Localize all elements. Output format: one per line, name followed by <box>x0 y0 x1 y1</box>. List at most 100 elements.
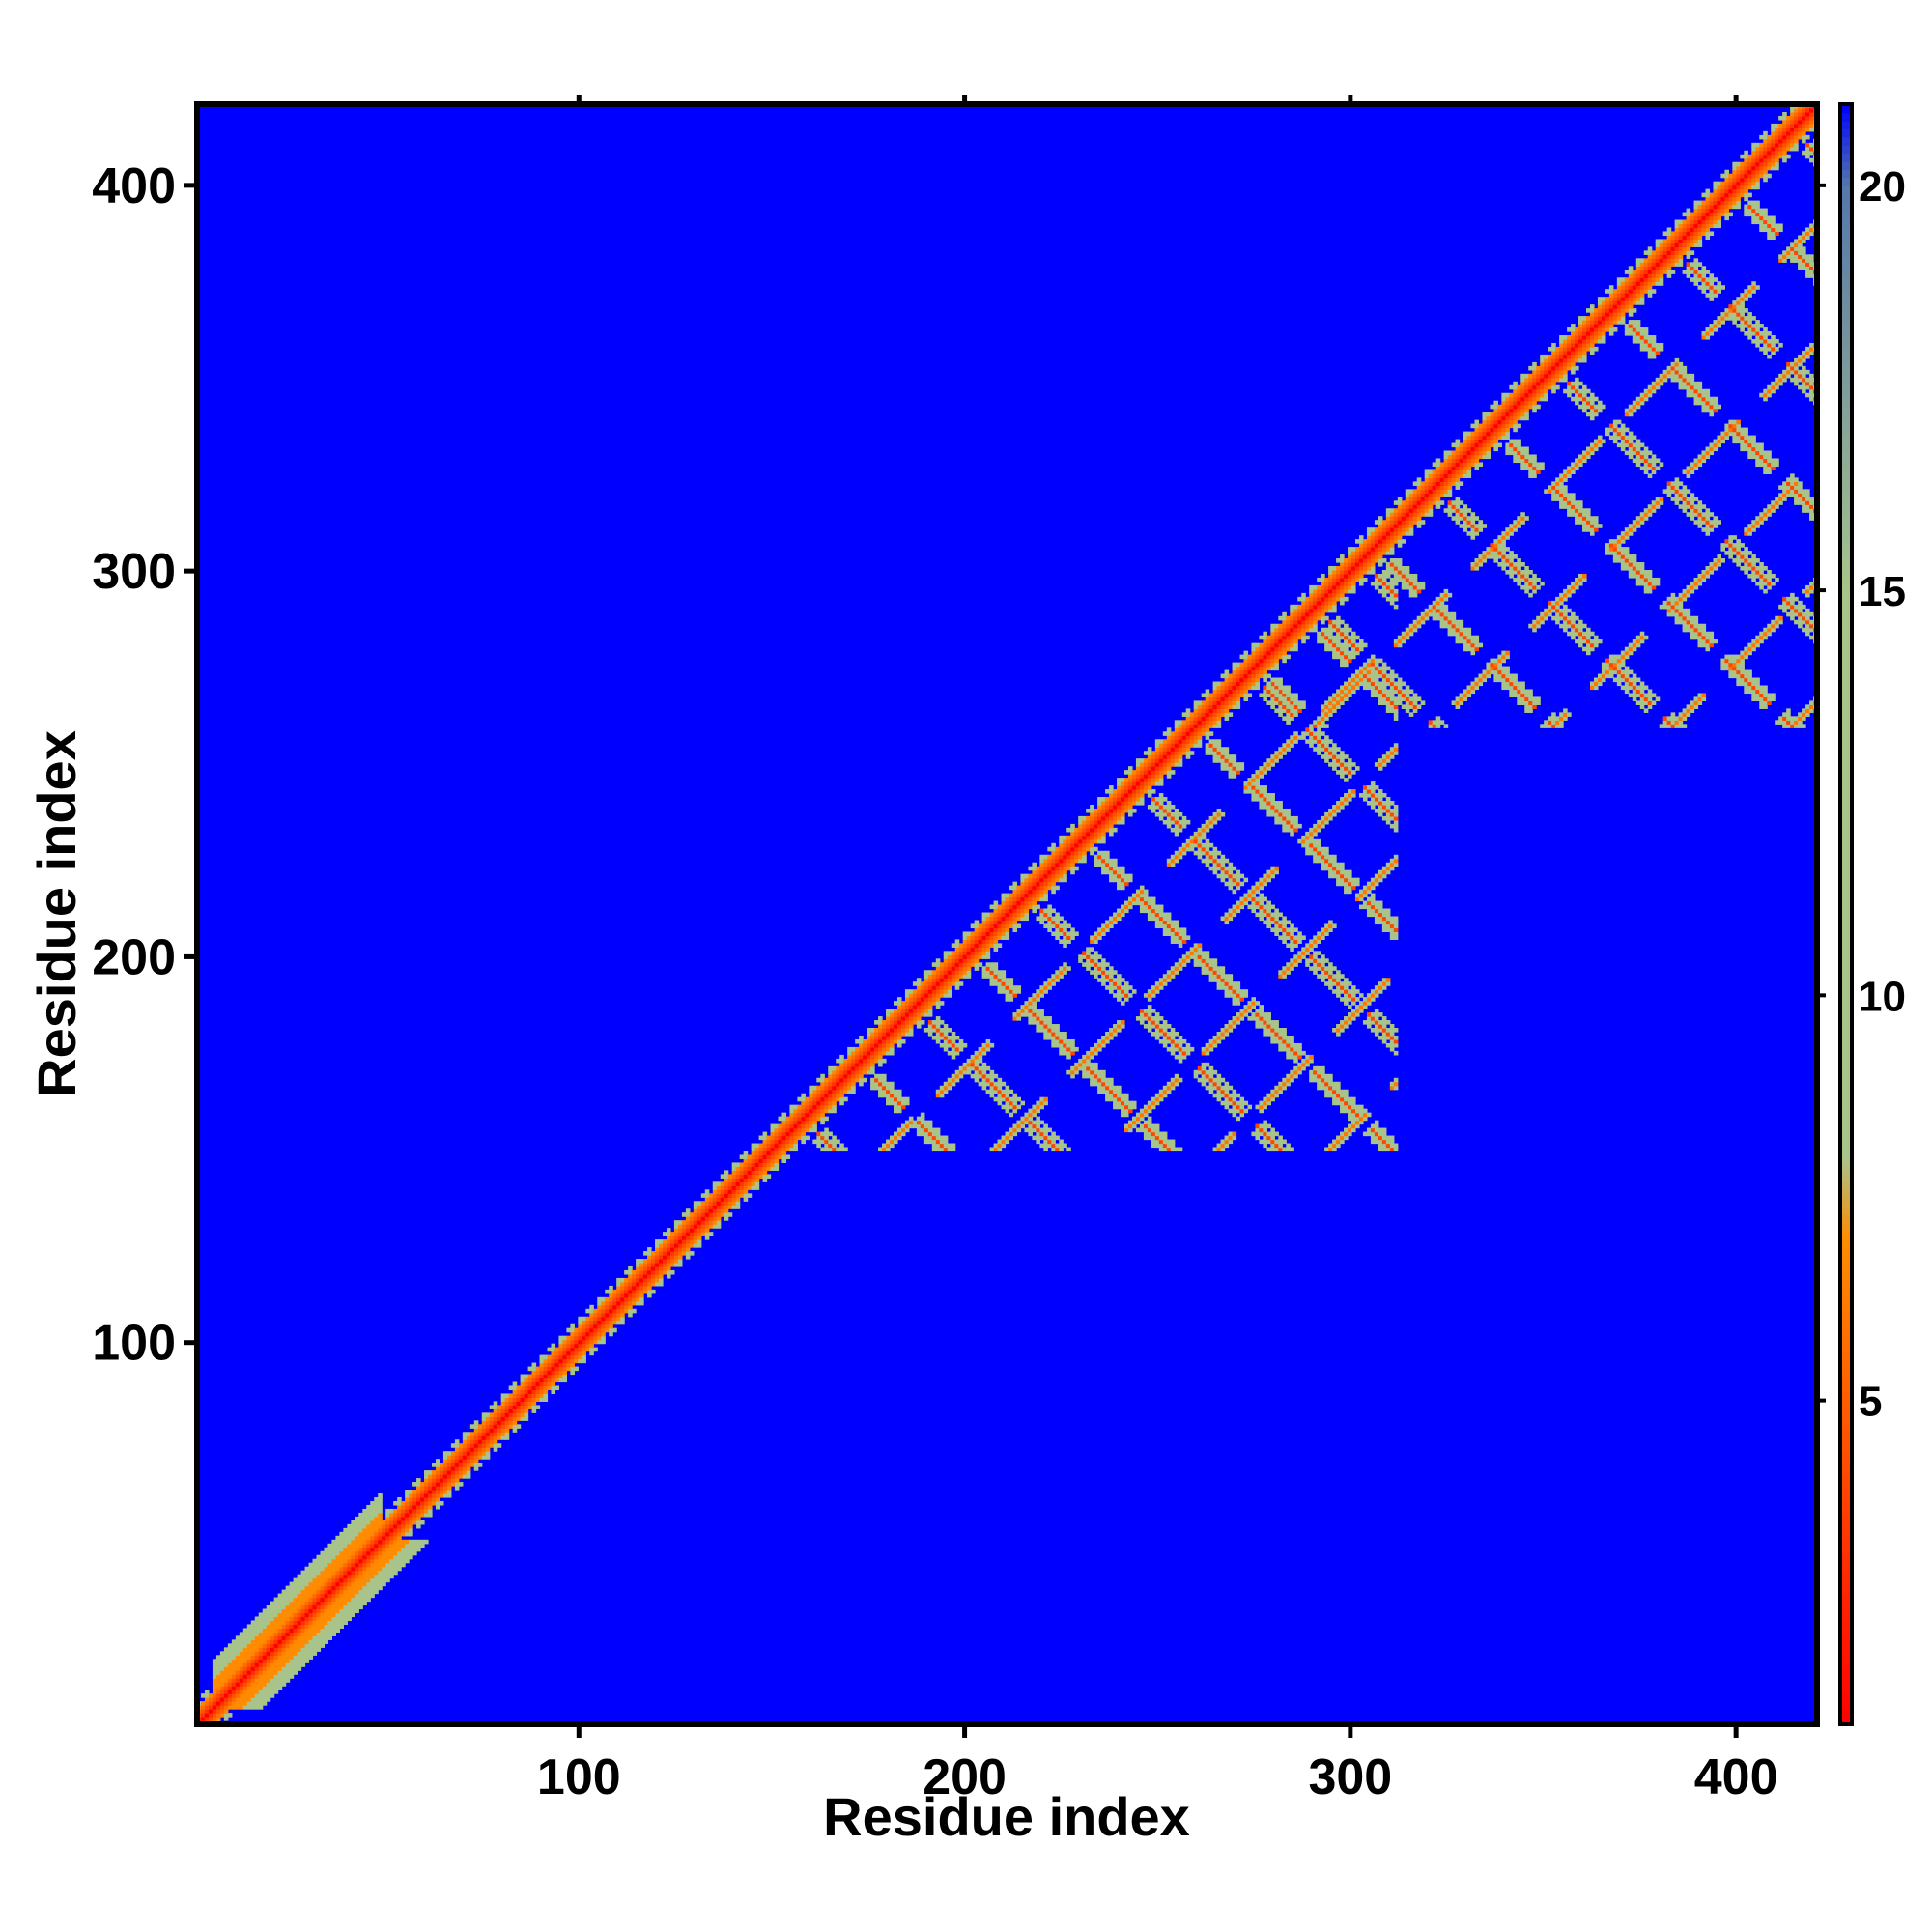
heatmap-cell <box>1070 858 1075 864</box>
heatmap-cell <box>1455 446 1461 452</box>
heatmap-cell <box>1466 435 1472 440</box>
heatmap-cell <box>1282 639 1287 644</box>
heatmap-cell <box>1575 357 1579 363</box>
heatmap-cell <box>1297 631 1302 637</box>
heatmap-cell <box>1601 320 1606 325</box>
heatmap-cell <box>212 1686 217 1690</box>
heatmap-cell <box>431 1490 437 1494</box>
heatmap-cell <box>1117 800 1122 806</box>
heatmap-cell <box>1340 592 1345 598</box>
heatmap-cell <box>1051 869 1056 875</box>
heatmap-cell <box>1509 392 1514 398</box>
heatmap-cell <box>466 1463 471 1467</box>
heatmap-cell <box>1039 877 1044 883</box>
heatmap-cell <box>1478 431 1484 437</box>
heatmap-cell <box>266 1697 271 1702</box>
heatmap-cell <box>454 1463 460 1467</box>
heatmap-cell <box>246 1639 252 1644</box>
heatmap-cell <box>219 1659 225 1663</box>
heatmap-cell <box>789 1135 795 1141</box>
heatmap-cell <box>1236 666 1241 671</box>
heatmap-cell <box>266 1608 271 1614</box>
heatmap-cell <box>1809 127 1814 132</box>
heatmap-cell <box>1290 623 1294 629</box>
heatmap-cell <box>828 1108 833 1114</box>
heatmap-cell <box>743 1178 749 1182</box>
heatmap-cell <box>896 1016 902 1021</box>
heatmap-cell <box>300 1647 306 1652</box>
heatmap-cell <box>1355 551 1360 555</box>
heatmap-cell <box>1094 831 1098 837</box>
heatmap-cell <box>1601 308 1606 313</box>
heatmap-cell <box>1151 751 1156 755</box>
heatmap-cell <box>1166 727 1172 732</box>
heatmap-cell <box>539 1385 545 1391</box>
heatmap-cell <box>797 1108 802 1114</box>
heatmap-cell <box>751 1154 756 1160</box>
heatmap-cell <box>227 1647 233 1652</box>
heatmap-cell <box>927 974 933 979</box>
heatmap-cell <box>1351 569 1356 575</box>
heatmap-cell <box>351 1554 355 1560</box>
heatmap-cell <box>1174 731 1179 736</box>
heatmap-cell <box>1497 408 1502 413</box>
heatmap-cell <box>989 920 995 925</box>
heatmap-cell <box>766 1174 772 1179</box>
heatmap-cell <box>1728 200 1733 206</box>
heatmap-cell <box>1162 751 1168 755</box>
heatmap-cell <box>593 1320 598 1325</box>
heatmap-cell <box>1332 592 1337 598</box>
heatmap-cell <box>816 1100 821 1106</box>
heatmap-cell <box>1528 392 1533 398</box>
heatmap-cell <box>258 1639 264 1644</box>
heatmap-cell <box>751 1174 756 1179</box>
heatmap-cell <box>1208 700 1214 705</box>
heatmap-cell <box>512 1428 518 1433</box>
heatmap-cell <box>531 1401 537 1406</box>
heatmap-cell <box>912 997 918 1002</box>
heatmap-cell <box>1236 704 1241 709</box>
heatmap-cell <box>878 1031 883 1037</box>
heatmap-cell <box>1447 458 1453 464</box>
heatmap-cell <box>500 1405 506 1409</box>
heatmap-cell <box>890 1050 895 1056</box>
heatmap-cell <box>393 1535 398 1541</box>
heatmap-cell <box>227 1674 233 1679</box>
heatmap-cell <box>1216 720 1222 724</box>
heatmap-cell <box>632 1300 637 1306</box>
heatmap-cell <box>958 943 964 948</box>
heatmap-cell <box>1216 704 1222 709</box>
heatmap-cell <box>1189 735 1195 740</box>
heatmap-cell <box>855 1062 860 1067</box>
heatmap-cell <box>774 1166 780 1171</box>
heatmap-cell <box>1016 904 1022 910</box>
heatmap-cell <box>593 1308 598 1314</box>
heatmap-cell <box>1670 242 1676 247</box>
heatmap-cell <box>562 1339 567 1345</box>
heatmap-cell <box>716 1212 722 1217</box>
heatmap-cell <box>609 1293 613 1298</box>
heatmap-cell <box>939 1001 945 1006</box>
heatmap-cell <box>900 1038 906 1044</box>
heatmap-cell <box>223 1686 229 1690</box>
heatmap-cell <box>312 1651 318 1656</box>
heatmap-cell <box>809 1104 813 1110</box>
heatmap-cell <box>1255 650 1261 656</box>
heatmap-cell <box>1340 577 1345 582</box>
heatmap-cell <box>1655 250 1661 255</box>
heatmap-cell <box>1443 477 1449 482</box>
heatmap-cell <box>1459 469 1464 474</box>
heatmap-cell <box>1135 785 1141 790</box>
heatmap-cell <box>520 1385 526 1391</box>
heatmap-cell <box>1247 677 1253 683</box>
heatmap-cell <box>1020 896 1026 902</box>
heatmap-cell <box>1016 912 1022 918</box>
heatmap-cell <box>1097 800 1102 806</box>
heatmap-cell <box>424 1504 429 1510</box>
heatmap-cell <box>1109 831 1114 837</box>
heatmap-cell <box>1032 889 1037 895</box>
heatmap-cell <box>1513 384 1518 390</box>
heatmap-cell <box>904 993 910 998</box>
heatmap-cell <box>1170 754 1176 759</box>
heatmap-cell <box>981 954 987 959</box>
